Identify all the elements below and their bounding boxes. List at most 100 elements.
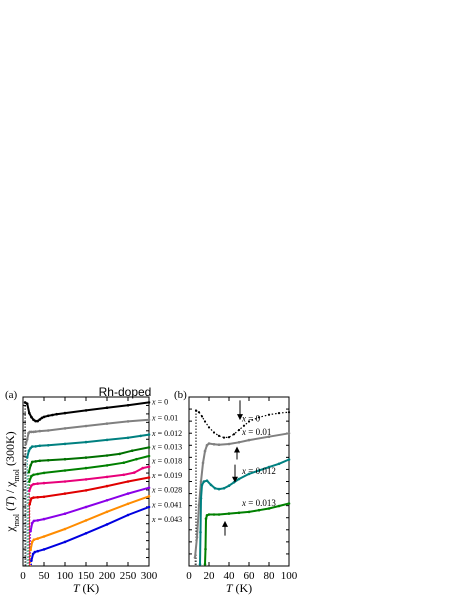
data-point	[200, 415, 204, 418]
x-axis-label: T (K)	[226, 581, 252, 595]
data-point	[33, 550, 37, 554]
data-point	[147, 476, 151, 479]
data-point	[247, 472, 251, 476]
series-line-7	[29, 486, 150, 532]
data-point	[30, 474, 33, 478]
data-point	[36, 519, 39, 522]
data-point	[105, 406, 109, 410]
data-point	[207, 426, 211, 429]
data-point	[147, 505, 151, 509]
data-point	[200, 483, 204, 487]
data-point	[147, 401, 151, 404]
data-point	[205, 443, 209, 447]
data-point	[197, 503, 201, 507]
data-point	[257, 469, 261, 472]
data-point	[36, 472, 39, 476]
data-point	[63, 480, 67, 483]
data-point	[42, 481, 46, 485]
data-point	[257, 416, 261, 419]
data-point	[203, 449, 207, 453]
data-point	[287, 411, 291, 414]
data-point	[199, 480, 203, 483]
data-point	[227, 512, 231, 515]
data-point	[147, 486, 151, 490]
data-point	[84, 466, 88, 470]
data-point	[126, 513, 130, 517]
x-tick-label: 300	[141, 570, 158, 582]
chart-title: Rh-doped	[99, 385, 152, 399]
data-point	[63, 469, 67, 472]
series-label-b-1: x = 0.01	[241, 427, 271, 437]
data-point	[27, 470, 31, 474]
data-point	[32, 519, 36, 523]
data-point	[126, 404, 130, 407]
data-point	[36, 482, 39, 485]
data-point	[267, 413, 271, 416]
data-point	[141, 466, 144, 470]
data-point	[209, 483, 213, 487]
data-point	[28, 411, 31, 415]
data-point	[51, 413, 54, 417]
data-point	[202, 480, 206, 483]
data-point	[30, 484, 33, 487]
data-point	[36, 537, 39, 540]
x-tick-label: 250	[120, 570, 137, 582]
series-label-b-3: x = 0.013	[241, 498, 276, 508]
data-point	[30, 497, 33, 500]
data-point	[24, 442, 28, 446]
data-point	[63, 512, 67, 515]
data-point	[40, 416, 44, 420]
data-point	[30, 460, 34, 464]
data-point	[247, 510, 251, 514]
data-point	[203, 563, 207, 566]
series-line-8	[29, 495, 150, 551]
data-point	[126, 480, 130, 483]
data-point	[287, 458, 291, 461]
data-point	[34, 430, 37, 433]
data-point	[105, 499, 109, 502]
data-point	[42, 517, 46, 521]
series-label-1: x = 0.01	[151, 414, 178, 423]
data-point	[30, 559, 33, 562]
data-point	[32, 430, 35, 434]
data-point	[197, 411, 201, 414]
data-point	[198, 563, 202, 566]
data-point	[63, 540, 67, 544]
data-point	[287, 502, 291, 505]
data-point	[257, 508, 261, 512]
data-point	[277, 412, 281, 415]
series-label-6: x = 0.028	[151, 485, 182, 494]
data-point	[126, 492, 130, 495]
data-point	[34, 445, 37, 448]
data-point	[105, 475, 109, 479]
data-point	[242, 424, 246, 427]
data-point	[195, 536, 199, 539]
series-line-0	[24, 401, 150, 423]
data-point	[42, 471, 46, 475]
data-point	[237, 428, 241, 432]
data-point	[46, 414, 50, 418]
series-line-1	[194, 432, 290, 558]
data-point	[204, 517, 208, 520]
data-point	[34, 419, 37, 423]
data-point	[237, 477, 241, 481]
series-label-0: x = 0	[151, 398, 168, 407]
data-point	[28, 503, 32, 506]
series-line-5	[28, 465, 150, 492]
data-point	[38, 418, 42, 421]
data-point	[122, 461, 126, 465]
x-tick-label: 200	[99, 570, 116, 582]
data-point	[222, 436, 226, 439]
data-point	[27, 449, 31, 453]
data-point	[46, 444, 50, 447]
x-tick-label: 0	[186, 570, 192, 582]
x-tick-label: 100	[281, 570, 298, 582]
data-point	[42, 415, 46, 419]
data-point	[139, 434, 142, 438]
data-point	[32, 482, 35, 486]
data-point	[207, 513, 211, 516]
data-point	[84, 478, 88, 481]
data-point	[63, 457, 67, 461]
series-line-1	[24, 418, 150, 445]
data-point	[247, 420, 251, 423]
